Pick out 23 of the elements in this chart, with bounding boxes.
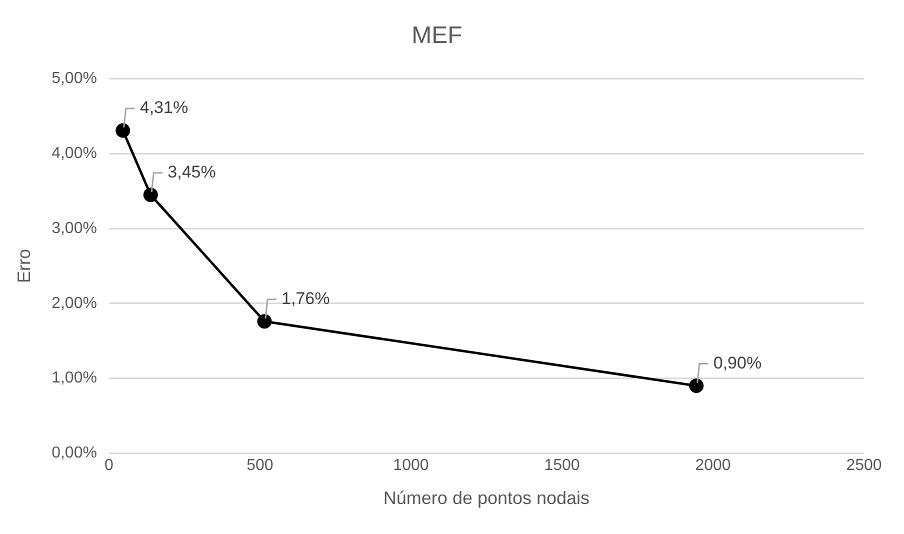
y-tick-label: 1,00% xyxy=(52,370,97,387)
x-tick-label: 2000 xyxy=(695,457,731,474)
y-tick-label: 0,00% xyxy=(52,444,97,462)
point xyxy=(143,188,158,202)
x-tick-label: 1500 xyxy=(544,457,580,474)
x-axis-title: Número de pontos nodais xyxy=(383,488,590,508)
x-tick-label: 0 xyxy=(104,457,114,474)
y-tick-label: 4,00% xyxy=(52,145,97,162)
y-tick-label: 5,00% xyxy=(52,70,97,88)
x-tick-label: 500 xyxy=(246,457,274,474)
y-tick-label: 2,00% xyxy=(52,294,97,312)
point xyxy=(116,123,130,138)
data-label: 1,76% xyxy=(282,289,330,308)
x-tick-label: 1000 xyxy=(393,457,429,474)
data-label: 3,45% xyxy=(168,162,216,182)
y-axis-title: Erro xyxy=(14,248,34,284)
x-tick-label: 2500 xyxy=(846,457,882,474)
y-tick-label: 3,00% xyxy=(52,220,97,237)
data-label: 4,31% xyxy=(140,98,188,118)
data-label: 0,90% xyxy=(713,353,762,372)
point xyxy=(257,314,272,329)
point xyxy=(689,378,704,394)
chart-title: MEF xyxy=(412,22,462,50)
